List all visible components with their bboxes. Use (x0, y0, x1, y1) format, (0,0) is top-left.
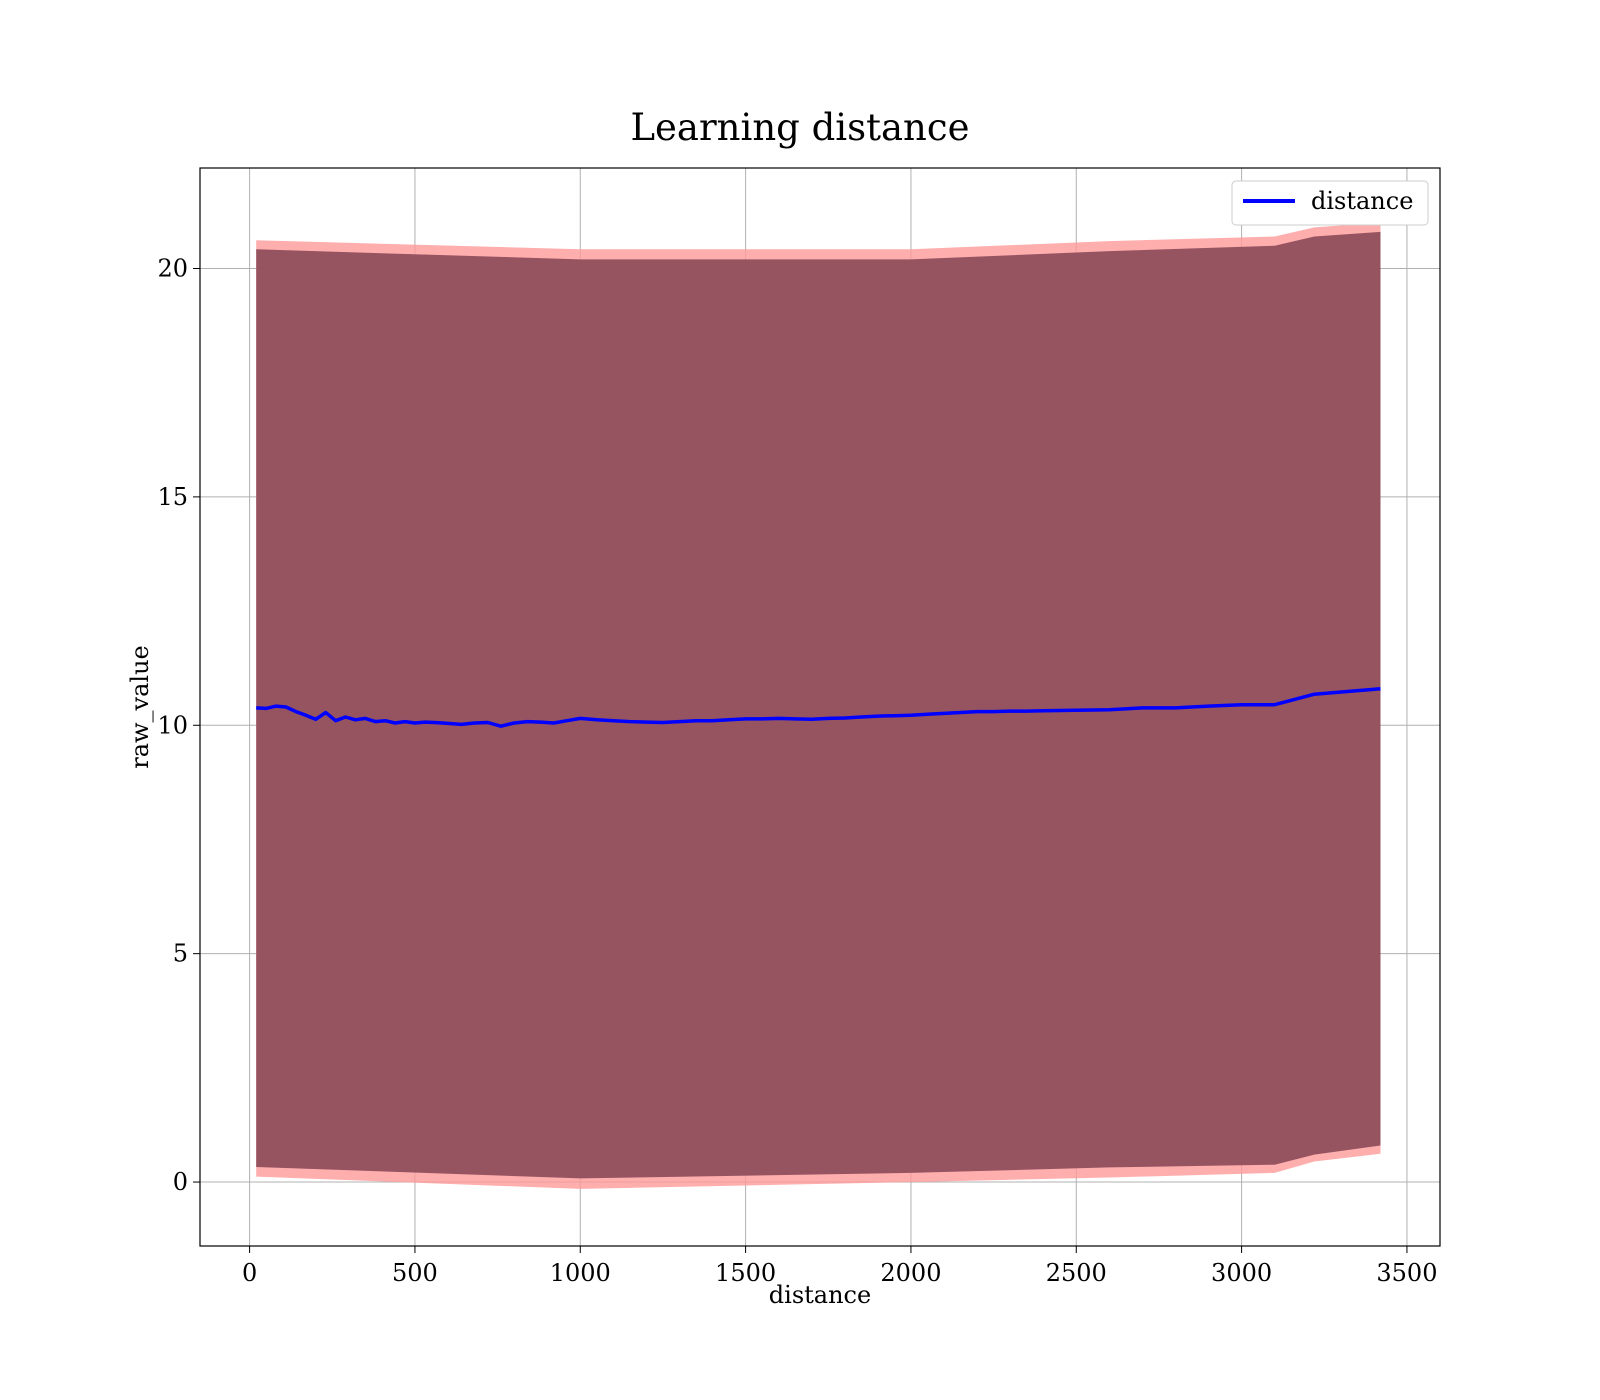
y-tick-label: 0 (173, 1168, 188, 1196)
x-axis-label: distance (769, 1281, 871, 1309)
x-tick-label: 1000 (550, 1259, 611, 1287)
y-tick-label: 10 (157, 711, 188, 739)
y-tick-label: 5 (173, 940, 188, 968)
series-lines (256, 686, 1381, 728)
y-axis-label: raw_value (126, 645, 154, 769)
bands (256, 222, 1381, 1189)
axis-ticks: 0 500 1000 1500 2000 2500 3000 3500 0 5 10 15 20 (157, 254, 1437, 1287)
x-tick-label: 500 (392, 1259, 438, 1287)
legend: distance (1231, 180, 1429, 226)
plot-area-frame (199, 167, 1441, 1247)
x-tick-label: 1500 (715, 1259, 776, 1287)
x-tick-label: 2500 (1046, 1259, 1107, 1287)
x-tick-label: 2000 (880, 1259, 941, 1287)
x-tick-label: 0 (242, 1259, 257, 1287)
y-tick-label: 20 (157, 254, 188, 282)
legend-box (1231, 180, 1429, 226)
x-tick-label: 3000 (1211, 1259, 1272, 1287)
chart-title: Learning distance (630, 106, 969, 149)
confidence-band-inner (256, 231, 1381, 1179)
x-tick-label: 3500 (1376, 1259, 1437, 1287)
legend-label-distance: distance (1311, 187, 1413, 215)
series-line-distance (256, 686, 1381, 728)
y-tick-label: 15 (157, 483, 188, 511)
